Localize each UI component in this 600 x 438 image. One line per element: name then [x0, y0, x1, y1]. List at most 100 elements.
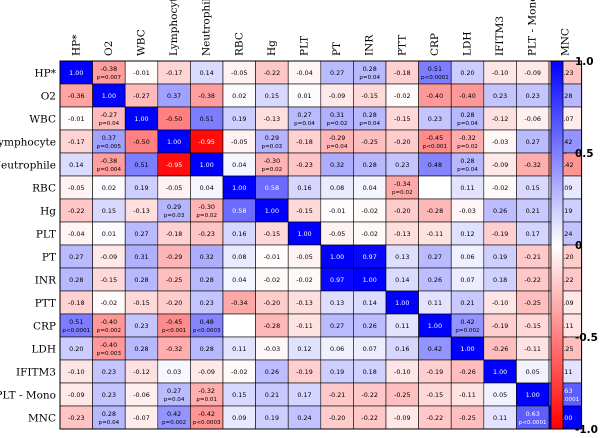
cell-value: 0.04 — [232, 276, 246, 284]
cell-value: -0.29 — [329, 134, 346, 142]
cell-value: -0.05 — [231, 138, 248, 146]
cell-value: 0.18 — [493, 276, 507, 284]
column-header-ptt: PTT — [396, 35, 408, 56]
cell-value: 0.19 — [265, 414, 279, 422]
cell-pvalue: p=0.04 — [164, 397, 185, 403]
cell-value: -0.38 — [101, 65, 118, 73]
cell-value: 1.00 — [526, 391, 540, 399]
cell-value: -0.40 — [101, 318, 118, 326]
cell-value: 0.28 — [460, 111, 474, 119]
cell-value: 0.01 — [102, 230, 116, 238]
cell-value: -0.25 — [166, 276, 183, 284]
cell-value: -0.20 — [264, 299, 281, 307]
cell-value: 0.08 — [330, 184, 344, 192]
row-header-hg: Hg — [40, 206, 56, 218]
cell-value: -0.28 — [427, 207, 444, 215]
column-header-rbc: RBC — [233, 32, 245, 56]
cell-value: -0.11 — [296, 322, 313, 330]
cell-value: 0.31 — [330, 111, 344, 119]
cell-value: -0.50 — [166, 115, 183, 123]
cell-value: 1.00 — [428, 322, 442, 330]
cell-value: 0.07 — [460, 276, 474, 284]
cell-value: -0.13 — [133, 207, 150, 215]
cell-value: -0.05 — [296, 253, 313, 261]
cell-value: 0.14 — [395, 276, 409, 284]
cell-pvalue: p=0.04 — [359, 75, 380, 81]
cell-value: 0.42 — [428, 345, 442, 353]
cell-value: -0.19 — [492, 322, 509, 330]
cell-value: -0.19 — [296, 368, 313, 376]
cell-value: 0.15 — [102, 207, 116, 215]
cell-value: 1.00 — [200, 161, 214, 169]
cell-pvalue: p=0.04 — [99, 420, 120, 426]
cell-value: -0.02 — [361, 230, 378, 238]
cell-pvalue: p<0.0003 — [193, 328, 221, 334]
cell-value: -0.03 — [492, 138, 509, 146]
cell-value: 0.26 — [363, 322, 377, 330]
cell-value: 0.01 — [297, 92, 311, 100]
cell-value: 1.00 — [330, 253, 344, 261]
cell-value: -0.06 — [133, 391, 150, 399]
cell-value: -0.09 — [492, 161, 509, 169]
cell-value: 0.13 — [395, 253, 409, 261]
cell-value: 0.19 — [330, 368, 344, 376]
cell-value: -0.40 — [101, 341, 118, 349]
cell-value: -0.18 — [166, 230, 183, 238]
cell-value: -0.22 — [524, 276, 541, 284]
cell-value: -0.19 — [492, 230, 509, 238]
cell-value: -0.10 — [394, 368, 411, 376]
cell-value: -0.22 — [557, 276, 574, 284]
column-header-ifitm3: IFITM3 — [494, 16, 506, 56]
cell-value: -0.95 — [198, 138, 215, 146]
cell-value: 0.20 — [69, 345, 83, 353]
row-header-ptt: PTT — [35, 298, 56, 310]
cell-value: -0.20 — [166, 299, 183, 307]
cell-value: 0.27 — [167, 387, 181, 395]
cell-value: 0.19 — [493, 253, 507, 261]
cell-pvalue: p<0.0001 — [551, 397, 579, 403]
cell-pvalue: p=0.02 — [327, 121, 348, 127]
cell-value: 1.00 — [297, 230, 311, 238]
cell-value: 0.15 — [265, 92, 279, 100]
cell-value: 0.14 — [363, 299, 377, 307]
colorbar-tick-label: 0.5 — [575, 148, 594, 160]
cell-value: 0.28 — [134, 276, 148, 284]
colorbar-tick-label: 0 — [575, 240, 582, 252]
cell-value: -0.23 — [296, 161, 313, 169]
cell-pvalue: p=0.03 — [262, 144, 283, 150]
cell-value: 0.97 — [363, 253, 377, 261]
row-header-o2: O2 — [41, 91, 56, 103]
cell-value: -0.10 — [492, 299, 509, 307]
cell-value: -0.12 — [492, 115, 509, 123]
cell-value: 0.11 — [232, 345, 246, 353]
cell-value: 0.05 — [526, 368, 540, 376]
cell-value: 0.19 — [134, 184, 148, 192]
cell-value: 0.58 — [232, 207, 246, 215]
column-header-ldh: LDH — [462, 31, 474, 56]
cell-value: -0.20 — [394, 138, 411, 146]
cell-value: -0.06 — [524, 115, 541, 123]
cell-value: -0.32 — [166, 345, 183, 353]
cell-value: 1.00 — [558, 414, 572, 422]
column-header-hp: HP* — [70, 34, 82, 56]
column-header-inr: INR — [364, 34, 376, 56]
cell-value: 0.28 — [460, 157, 474, 165]
cell-value: 0.15 — [232, 391, 246, 399]
colorbar-gradient — [550, 60, 564, 430]
column-header-hg: Hg — [266, 40, 278, 56]
cell-value: -0.19 — [427, 368, 444, 376]
cell-value: -0.01 — [133, 69, 150, 77]
cell-value: -0.05 — [231, 69, 248, 77]
cell-value: -0.15 — [133, 299, 150, 307]
cell-value: -0.02 — [231, 368, 248, 376]
column-header-pt: PT — [331, 42, 343, 56]
cell-value: 0.11 — [460, 184, 474, 192]
cell-value: 0.23 — [428, 115, 442, 123]
cell-value: -0.20 — [394, 207, 411, 215]
cell-pvalue: p=0.01 — [196, 397, 217, 403]
cell-value: -0.15 — [524, 322, 541, 330]
cell-pvalue: p=0.04 — [359, 121, 380, 127]
cell-value: -0.02 — [264, 276, 281, 284]
cell-value: 0.27 — [69, 253, 83, 261]
